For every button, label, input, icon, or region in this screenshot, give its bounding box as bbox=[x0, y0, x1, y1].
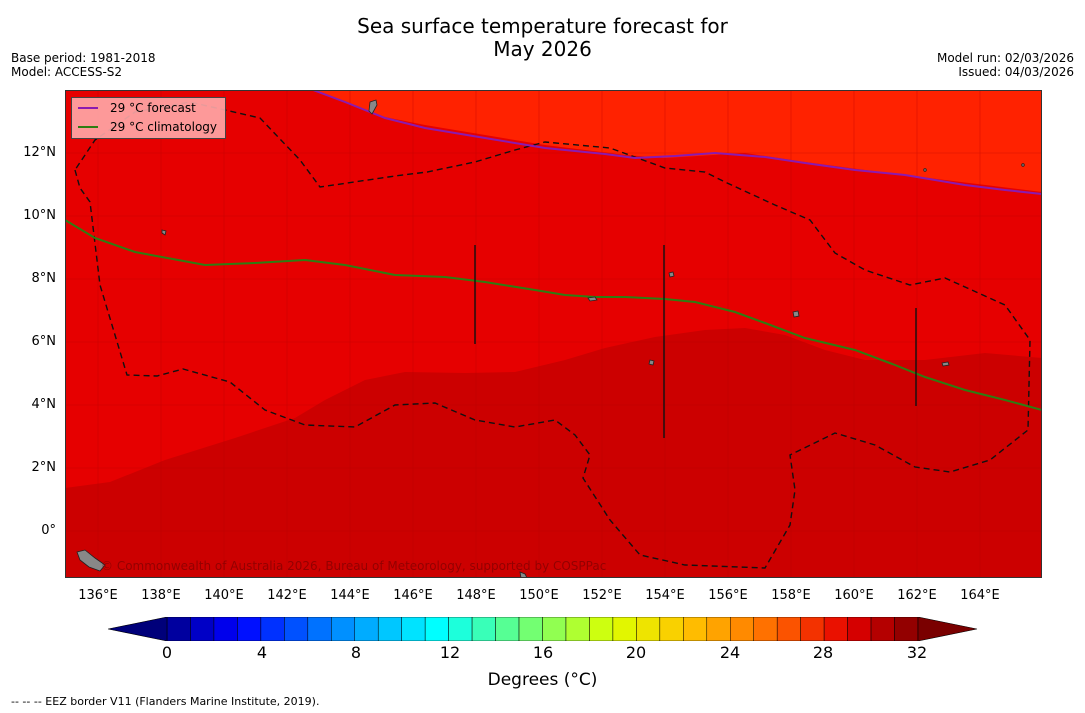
colorbar-cell bbox=[847, 617, 872, 641]
lon-label: 162°E bbox=[897, 588, 937, 603]
legend-label-climatology: 29 °C climatology bbox=[110, 120, 218, 134]
colorbar-tick: 28 bbox=[812, 643, 834, 662]
colorbar-cell bbox=[565, 617, 590, 641]
colorbar-cell bbox=[424, 617, 449, 641]
sst-band-30-31 bbox=[65, 328, 1042, 578]
colorbar-cell bbox=[354, 617, 379, 641]
colorbar-cell bbox=[753, 617, 778, 641]
colorbar-cell bbox=[331, 617, 355, 641]
colorbar-cell bbox=[542, 617, 567, 641]
legend-item-forecast: 29 °C forecast bbox=[78, 100, 196, 116]
colorbar bbox=[108, 617, 978, 641]
colorbar-cell bbox=[237, 617, 262, 641]
colorbar-cell bbox=[471, 617, 496, 641]
model-run-text: Model run: 02/03/2026 bbox=[936, 51, 1074, 65]
colorbar-tick: 16 bbox=[532, 643, 554, 662]
eez-border bbox=[74, 101, 1031, 569]
islands bbox=[76, 99, 1025, 578]
colorbar-tick: 12 bbox=[439, 643, 461, 662]
colorbar-cell bbox=[800, 617, 825, 641]
colorbar-cell bbox=[518, 617, 543, 641]
colorbar-cell bbox=[166, 617, 191, 641]
colorbar-cell bbox=[636, 617, 661, 641]
legend-item-climatology: 29 °C climatology bbox=[78, 119, 217, 135]
colorbar-cell bbox=[589, 617, 614, 641]
colorbar-cell bbox=[659, 617, 684, 641]
colorbar-cell bbox=[823, 617, 848, 641]
colorbar-cell bbox=[495, 617, 520, 641]
colorbar-cell bbox=[190, 617, 215, 641]
colorbar-tick: 24 bbox=[719, 643, 741, 662]
colorbar-cell bbox=[776, 617, 801, 641]
lon-label: 144°E bbox=[330, 588, 370, 603]
colorbar-cell bbox=[377, 617, 402, 641]
colorbar-max-arrow bbox=[917, 617, 978, 641]
lon-label: 138°E bbox=[141, 588, 181, 603]
lat-label: 12°N bbox=[23, 145, 56, 160]
isotherm-29c-forecast bbox=[312, 90, 1042, 195]
legend-label-forecast: 29 °C forecast bbox=[110, 101, 196, 115]
colorbar-cell bbox=[730, 617, 754, 641]
lon-label: 150°E bbox=[519, 588, 559, 603]
sst-map: © Commonwealth of Australia 2026, Bureau… bbox=[65, 90, 1042, 578]
copyright-credit: © Commonwealth of Australia 2026, Bureau… bbox=[101, 559, 606, 573]
colorbar-tick: 4 bbox=[256, 643, 268, 662]
colorbar-cell bbox=[870, 617, 895, 641]
lat-label: 10°N bbox=[23, 208, 56, 223]
colorbar-cell bbox=[894, 617, 919, 641]
lon-label: 154°E bbox=[645, 588, 685, 603]
base-period-text: Base period: 1981-2018 bbox=[11, 51, 156, 65]
lon-label: 148°E bbox=[456, 588, 496, 603]
chart-title-line2: May 2026 bbox=[493, 37, 592, 61]
colorbar-tick: 8 bbox=[350, 643, 362, 662]
lat-label: 6°N bbox=[31, 334, 57, 349]
colorbar-cell bbox=[401, 617, 426, 641]
colorbar-cells bbox=[166, 617, 919, 641]
map-legend: 29 °C forecast 29 °C climatology bbox=[71, 97, 226, 139]
lon-label: 160°E bbox=[834, 588, 874, 603]
lon-label: 142°E bbox=[267, 588, 307, 603]
lon-label: 158°E bbox=[771, 588, 811, 603]
eez-footnote: -- -- -- EEZ border V11 (Flanders Marine… bbox=[11, 695, 320, 708]
climatology-line-swatch bbox=[78, 126, 98, 128]
chart-title-line1: Sea surface temperature forecast for bbox=[357, 14, 728, 38]
colorbar-cell bbox=[260, 617, 285, 641]
lon-label: 156°E bbox=[708, 588, 748, 603]
forecast-line-swatch bbox=[78, 107, 98, 109]
lat-label: 0° bbox=[41, 523, 56, 538]
lon-label: 136°E bbox=[78, 588, 118, 603]
colorbar-cell bbox=[307, 617, 332, 641]
lon-label: 152°E bbox=[582, 588, 622, 603]
colorbar-tick: 32 bbox=[906, 643, 928, 662]
colorbar-cell bbox=[706, 617, 731, 641]
colorbar-cell bbox=[213, 617, 238, 641]
lat-label: 2°N bbox=[31, 460, 57, 475]
lon-label: 140°E bbox=[204, 588, 244, 603]
colorbar-cell bbox=[612, 617, 637, 641]
model-text: Model: ACCESS-S2 bbox=[11, 65, 123, 79]
colorbar-cell bbox=[683, 617, 708, 641]
colorbar-label: Degrees (°C) bbox=[487, 670, 598, 690]
lon-label: 164°E bbox=[960, 588, 1000, 603]
colorbar-min-arrow bbox=[108, 617, 168, 641]
issued-text: Issued: 04/03/2026 bbox=[958, 65, 1074, 79]
colorbar-cell bbox=[284, 617, 309, 641]
colorbar-tick: 0 bbox=[161, 643, 173, 662]
lat-label: 8°N bbox=[31, 271, 57, 286]
map-graticule bbox=[65, 90, 1042, 578]
lon-label: 146°E bbox=[393, 588, 433, 603]
colorbar-tick: 20 bbox=[625, 643, 647, 662]
lat-label: 4°N bbox=[31, 397, 57, 412]
colorbar-cell bbox=[448, 617, 473, 641]
